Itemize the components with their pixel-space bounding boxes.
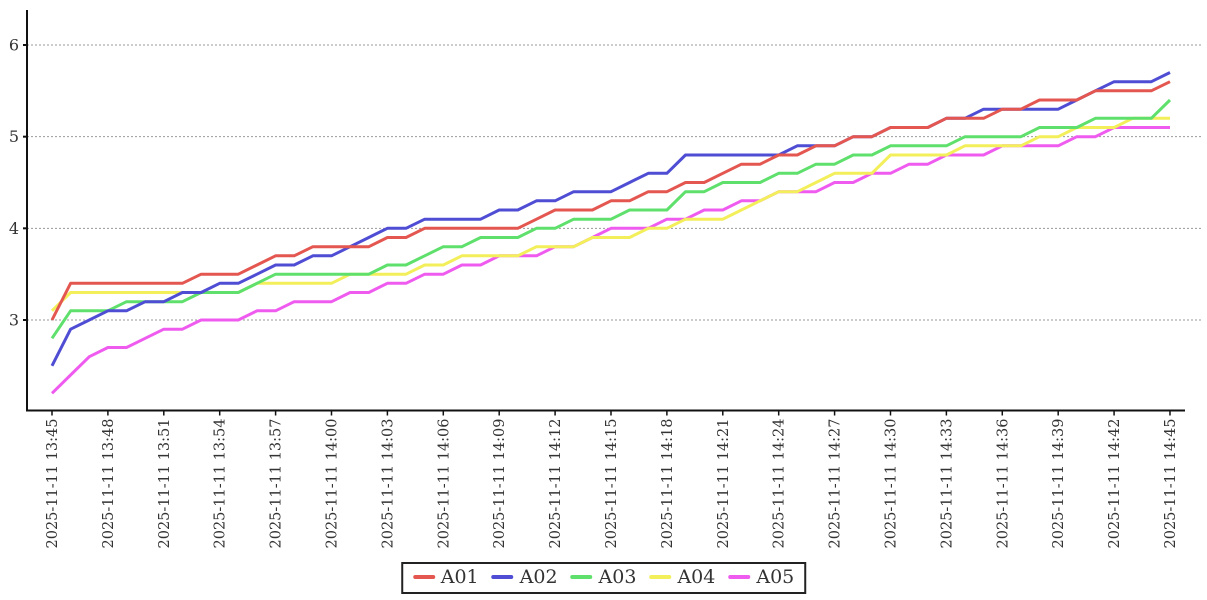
x-tick-label: 2025-11-11 14:21 <box>716 419 732 549</box>
legend-item-a05[interactable]: A05 <box>728 566 794 588</box>
x-tick-label: 2025-11-11 14:39 <box>1051 419 1067 549</box>
y-tick-label: 6 <box>9 36 19 55</box>
x-tick-label: 2025-11-11 14:42 <box>1107 419 1123 549</box>
series-line-a02 <box>50 71 1171 367</box>
x-tick-label: 2025-11-11 14:12 <box>548 419 564 549</box>
legend-label-a05: A05 <box>756 566 795 588</box>
legend-swatch-a01 <box>412 575 435 579</box>
x-tick-label: 2025-11-11 14:30 <box>883 419 899 549</box>
x-tick-label: 2025-11-11 13:48 <box>101 419 117 549</box>
series-line-a05 <box>50 126 1170 395</box>
x-tick-label: 2025-11-11 13:54 <box>213 419 229 549</box>
legend-item-a03[interactable]: A03 <box>570 566 637 588</box>
legend-item-a01[interactable]: A01 <box>412 566 479 588</box>
x-tick-label: 2025-11-11 14:27 <box>828 419 844 549</box>
x-tick-label: 2025-11-11 14:00 <box>324 419 340 549</box>
x-tick-label: 2025-11-11 13:51 <box>157 419 173 549</box>
x-tick-label: 2025-11-11 13:57 <box>269 419 285 549</box>
legend-label-a03: A03 <box>598 566 637 588</box>
series-line-a01 <box>50 80 1171 321</box>
x-tick-label: 2025-11-11 14:03 <box>380 419 396 549</box>
y-tick-label: 4 <box>9 219 19 238</box>
legend-label-a04: A04 <box>677 566 716 588</box>
legend-swatch-a03 <box>570 575 593 579</box>
legend-item-a02[interactable]: A02 <box>491 566 558 588</box>
x-tick-label: 2025-11-11 14:09 <box>492 419 508 549</box>
legend-swatch-a02 <box>491 575 514 579</box>
legend-label-a01: A01 <box>440 566 479 588</box>
legend-swatch-a05 <box>728 575 751 579</box>
x-tick-label: 2025-11-11 14:36 <box>995 419 1011 549</box>
x-tick-label: 2025-11-11 14:06 <box>436 419 452 549</box>
chart-legend: A01 A02 A03 A04 A05 <box>400 562 807 594</box>
y-tick-label: 3 <box>9 311 19 330</box>
legend-swatch-a04 <box>649 575 672 579</box>
legend-label-a02: A02 <box>519 566 558 588</box>
x-tick-label: 2025-11-11 13:45 <box>45 419 61 549</box>
x-tick-label: 2025-11-11 14:33 <box>939 419 955 549</box>
x-tick-label: 2025-11-11 14:45 <box>1163 419 1179 549</box>
x-tick-label: 2025-11-11 14:24 <box>772 419 788 549</box>
series-line-a03 <box>50 98 1172 340</box>
x-tick-label: 2025-11-11 14:15 <box>604 419 620 549</box>
x-tick-label: 2025-11-11 14:18 <box>660 419 676 549</box>
legend-item-a04[interactable]: A04 <box>649 566 715 588</box>
y-tick-label: 5 <box>9 127 19 146</box>
